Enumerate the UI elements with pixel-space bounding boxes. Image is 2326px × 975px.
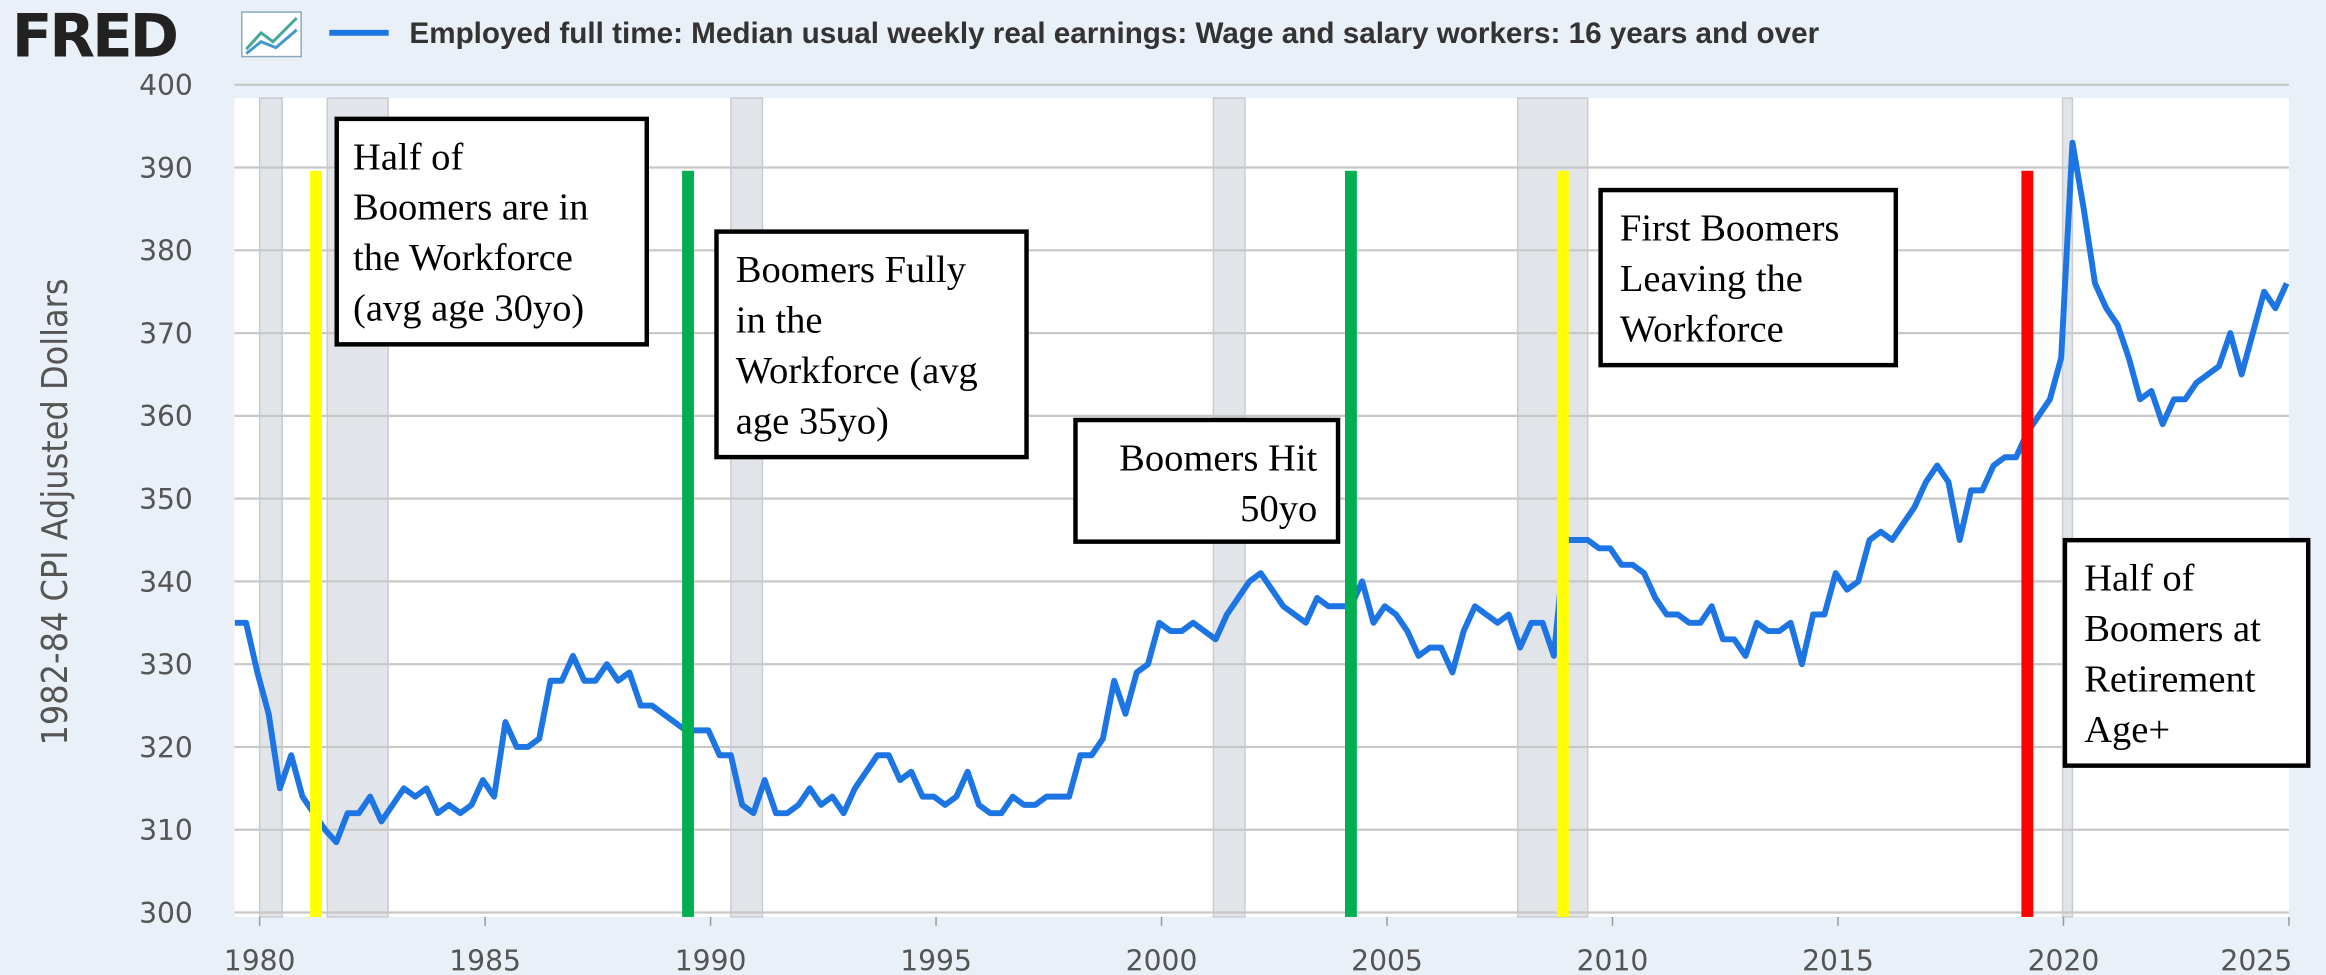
x-tick-label: 2015 bbox=[1802, 944, 1874, 975]
annotation-box bbox=[714, 229, 1029, 460]
marker-line bbox=[1345, 170, 1357, 917]
y-axis-title: 1982-84 CPI Adjusted Dollars bbox=[35, 278, 76, 745]
annotation-text: 50yo bbox=[1240, 488, 1317, 530]
annotation-text: (avg age 30yo) bbox=[353, 288, 584, 330]
x-tick-label: 2005 bbox=[1351, 944, 1423, 975]
annotation-box bbox=[334, 116, 649, 347]
y-tick-label: 380 bbox=[139, 235, 193, 268]
y-tick-label: 370 bbox=[139, 317, 193, 350]
annotation-text: age 35yo) bbox=[736, 400, 889, 442]
series-line bbox=[234, 139, 2290, 846]
legend-label: Employed full time: Median usual weekly … bbox=[409, 17, 1819, 50]
x-tick-label: 2025 bbox=[2220, 944, 2292, 975]
recession-band bbox=[258, 97, 283, 918]
y-tick-label: 390 bbox=[139, 152, 193, 185]
annotation-text: Workforce (avg bbox=[736, 350, 978, 392]
y-tick-label: 300 bbox=[139, 897, 193, 930]
annotation-text: Leaving the bbox=[1620, 258, 1803, 300]
annotation-text: the Workforce bbox=[353, 237, 573, 279]
logo: FRED bbox=[12, 2, 177, 71]
y-tick-label: 360 bbox=[139, 400, 193, 433]
marker-line bbox=[2021, 170, 2034, 917]
marker-line bbox=[682, 170, 694, 917]
annotation-text: Boomers are in bbox=[353, 187, 589, 229]
annotation-box bbox=[1073, 417, 1341, 544]
annotation-text: Half of bbox=[353, 136, 463, 178]
annotation-text: in the bbox=[736, 299, 823, 341]
marker-line bbox=[1556, 170, 1569, 917]
x-tick-label: 1995 bbox=[900, 944, 972, 975]
annotation-box bbox=[2062, 537, 2311, 768]
annotation-text: Boomers Fully bbox=[736, 249, 967, 291]
x-tick-label: 2000 bbox=[1126, 944, 1198, 975]
annotation-text: Boomers at bbox=[2084, 608, 2261, 650]
annotation-text: Half of bbox=[2084, 558, 2194, 600]
annotation-text: Retirement bbox=[2084, 658, 2256, 700]
annotation-text: Workforce bbox=[1620, 308, 1784, 350]
logo-icon bbox=[241, 11, 302, 58]
x-tick-label: 1985 bbox=[449, 944, 521, 975]
x-tick-label: 2020 bbox=[2028, 944, 2100, 975]
marker-line bbox=[310, 170, 322, 917]
recession-band bbox=[1517, 97, 1589, 918]
x-tick-label: 2010 bbox=[1577, 944, 1649, 975]
annotation-text: First Boomers bbox=[1620, 208, 1840, 250]
y-tick-label: 310 bbox=[139, 814, 193, 847]
x-tick-label: 1990 bbox=[675, 944, 747, 975]
y-tick-label: 350 bbox=[139, 483, 193, 516]
y-tick-label: 320 bbox=[139, 731, 193, 764]
annotation-box bbox=[1598, 187, 1899, 368]
y-tick-label: 400 bbox=[139, 69, 193, 102]
recession-band bbox=[2061, 97, 2074, 918]
y-tick-label: 340 bbox=[139, 566, 193, 599]
annotation-text: Boomers Hit bbox=[1119, 437, 1317, 479]
annotation-text: Age+ bbox=[2084, 709, 2170, 751]
y-tick-label: 330 bbox=[139, 649, 193, 682]
x-tick-label: 1980 bbox=[224, 944, 296, 975]
